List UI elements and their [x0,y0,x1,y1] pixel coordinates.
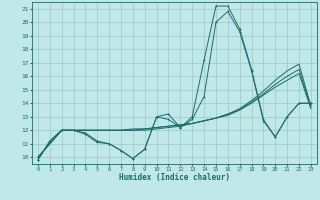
X-axis label: Humidex (Indice chaleur): Humidex (Indice chaleur) [119,173,230,182]
